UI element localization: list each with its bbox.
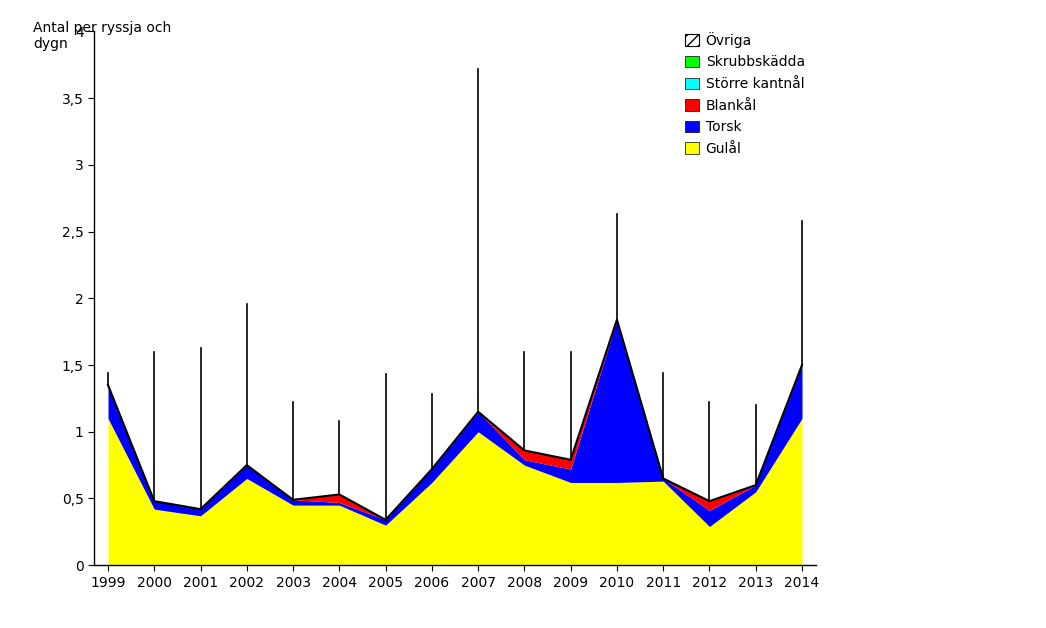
Text: Antal per ryssja och
dygn: Antal per ryssja och dygn [32, 21, 172, 51]
Legend: Övriga, Skrubbskädda, Större kantnål, Blankål, Torsk, Gulål: Övriga, Skrubbskädda, Större kantnål, Bl… [681, 28, 809, 160]
